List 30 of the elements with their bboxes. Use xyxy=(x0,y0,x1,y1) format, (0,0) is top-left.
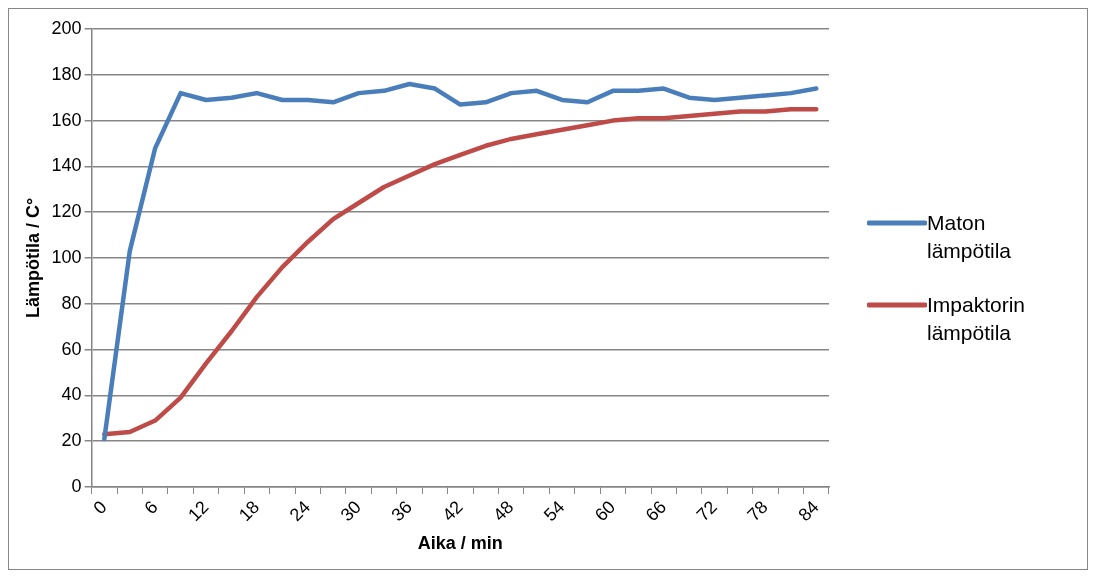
y-tick-label: 60 xyxy=(61,338,82,359)
y-tick-label: 0 xyxy=(71,475,82,496)
x-tick-label: 48 xyxy=(489,496,518,526)
y-tick-label: 140 xyxy=(51,155,82,176)
y-tick-label: 180 xyxy=(51,63,82,84)
legend-label: Maton lämpötila xyxy=(927,210,1013,264)
x-tick-label: 24 xyxy=(285,496,315,526)
x-tick-label: 42 xyxy=(438,496,467,526)
x-tick-label: 0 xyxy=(89,496,111,519)
y-tick-label: 100 xyxy=(51,246,82,267)
y-tick-label: 80 xyxy=(61,292,82,313)
legend-label: Impaktorin lämpötila xyxy=(927,292,1027,346)
y-tick-label: 40 xyxy=(61,384,82,405)
y-tick-label: 120 xyxy=(51,201,82,222)
x-tick-label: 72 xyxy=(692,496,721,526)
y-tick-label: 20 xyxy=(61,430,82,451)
y-axis-title: Lämpötila / C° xyxy=(22,197,43,319)
x-tick-label: 12 xyxy=(184,496,213,526)
y-tick-label: 200 xyxy=(51,17,82,38)
x-tick-label: 60 xyxy=(590,496,620,526)
x-tick-label: 18 xyxy=(234,496,264,526)
x-axis-title: Aika / min xyxy=(417,533,503,554)
y-tick-label: 160 xyxy=(51,109,82,130)
x-tick-label: 66 xyxy=(641,496,671,526)
x-tick-label: 54 xyxy=(540,496,569,526)
x-tick-label: 6 xyxy=(140,496,162,519)
x-tick-label: 30 xyxy=(336,496,365,526)
x-tick-label: 78 xyxy=(743,496,772,526)
x-tick-label: 36 xyxy=(387,496,416,526)
x-tick-label: 84 xyxy=(794,496,823,526)
